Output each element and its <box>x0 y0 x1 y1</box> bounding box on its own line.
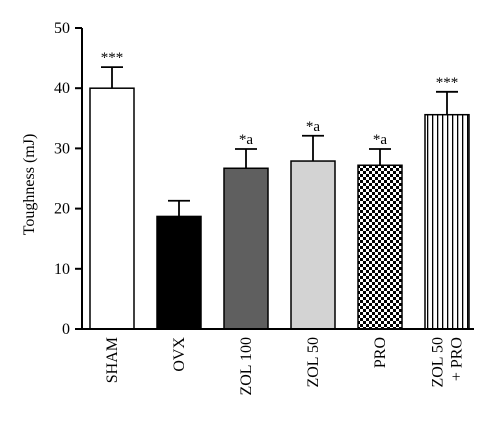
x-tick-label-group: OVX <box>171 337 188 372</box>
significance-labels: *** *a *a *a *** <box>101 50 459 148</box>
x-tick-label: PRO <box>372 337 389 368</box>
y-tick-label: 30 <box>54 140 70 157</box>
error-bars <box>101 66 458 217</box>
x-tick-label: SHAM <box>104 337 121 383</box>
bar <box>156 215 202 330</box>
x-tick-label-group: ZOL 100 <box>238 337 255 396</box>
bar <box>89 87 135 330</box>
bar <box>290 160 336 330</box>
x-axis-labels: SHAM OVX ZOL 100 ZOL 50 PRO ZOL 50 + PRO <box>104 337 466 396</box>
significance-label: *a <box>239 132 254 148</box>
x-tick-label: ZOL 50 <box>430 337 447 388</box>
x-tick-label: ZOL 100 <box>238 337 255 396</box>
y-tick-label: 50 <box>54 20 70 37</box>
x-tick-label-group: SHAM <box>104 337 121 383</box>
x-tick-label-group: ZOL 50 + PRO <box>430 337 466 388</box>
y-tick-label: 0 <box>62 321 70 338</box>
significance-label: *a <box>373 132 388 148</box>
y-axis-title: Toughness (mJ) <box>21 134 38 236</box>
x-tick-label: OVX <box>171 337 188 372</box>
y-tick-label: 40 <box>54 80 70 97</box>
y-tick-label: 20 <box>54 201 70 218</box>
x-tick-label-group: ZOL 50 <box>305 337 322 388</box>
x-tick-label-group: PRO <box>372 337 389 368</box>
bar <box>357 164 403 330</box>
bar <box>424 113 470 330</box>
x-tick-label: ZOL 50 <box>305 337 322 388</box>
significance-label: *a <box>306 119 321 135</box>
y-tick-label: 10 <box>54 261 70 278</box>
y-axis-ticks: 0 10 20 30 40 50 <box>54 20 82 338</box>
bars <box>89 87 470 330</box>
significance-label: *** <box>101 50 124 66</box>
x-tick-label: + PRO <box>449 337 466 381</box>
bar <box>223 167 269 330</box>
significance-label: *** <box>436 75 459 91</box>
